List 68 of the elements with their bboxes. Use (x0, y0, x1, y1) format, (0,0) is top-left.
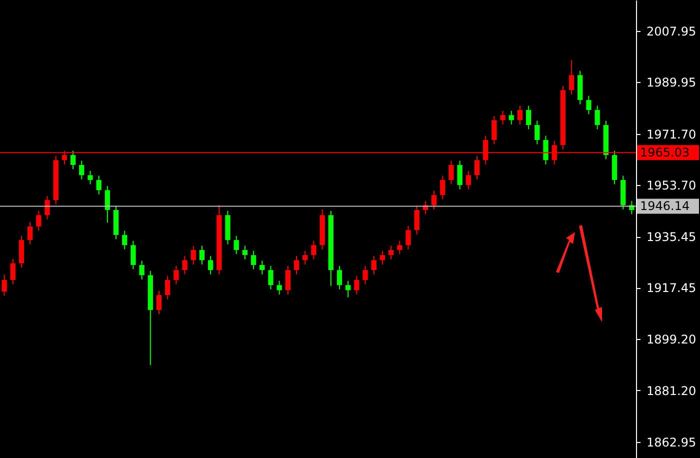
candlestick (44, 195, 50, 220)
y-tick-label: 1971.70 (646, 127, 696, 142)
ref-line-label: 1946.14 (640, 199, 690, 214)
y-tick-label: 1935.45 (646, 230, 696, 244)
candlestick (500, 110, 506, 125)
candlestick (268, 265, 274, 290)
candlestick (139, 260, 144, 280)
candlestick (190, 245, 196, 265)
candlestick (354, 275, 360, 295)
candlestick (36, 210, 42, 232)
candlestick (380, 250, 386, 265)
candlestick (448, 160, 454, 185)
candlestick (174, 265, 179, 285)
candlestick (311, 240, 316, 260)
candlestick (79, 160, 84, 180)
candlestick (336, 265, 342, 290)
candlestick (517, 105, 523, 125)
candlestick (526, 105, 532, 130)
ref-line-label: 1965.03 (640, 146, 690, 160)
candlestick (568, 60, 574, 95)
candlestick (18, 235, 24, 268)
candlestick (260, 260, 265, 275)
candlestick (250, 250, 256, 270)
candlestick (440, 175, 446, 200)
candlestick (88, 170, 93, 185)
candlestick (371, 255, 376, 275)
candlestick (302, 250, 308, 265)
candlestick (130, 240, 136, 270)
y-tick-label: 1989.95 (646, 76, 696, 90)
candlestick (156, 290, 162, 315)
y-tick-label: 1899.20 (646, 332, 696, 347)
candlestick (285, 265, 290, 295)
candlestick (594, 105, 600, 130)
candlestick (474, 155, 480, 180)
candlestick (70, 150, 76, 170)
candlestick (10, 258, 16, 285)
y-tick-label: 1881.20 (646, 384, 696, 398)
candlestick (294, 255, 300, 275)
candlestick (543, 135, 548, 165)
candlestick (165, 275, 170, 300)
candlestick (122, 230, 128, 250)
candlestick (346, 280, 351, 298)
candlestick (242, 245, 248, 260)
candlestick (457, 160, 462, 190)
candlestick (406, 225, 411, 250)
candlestick (586, 95, 592, 115)
y-tick-label: 1953.70 (646, 178, 696, 192)
candlestick (388, 245, 394, 260)
candlestick (234, 235, 239, 255)
candlestick (362, 265, 368, 285)
y-tick-label: 1917.45 (646, 281, 696, 296)
y-tick-label: 1862.95 (646, 435, 696, 450)
candlestick (466, 170, 471, 190)
candlestick (208, 255, 214, 275)
candlestick (492, 115, 497, 145)
candlestick (104, 185, 110, 224)
candlestick (28, 222, 33, 245)
y-tick-label: 2007.95 (646, 24, 696, 39)
candlestick (96, 175, 102, 195)
candlestick (508, 110, 514, 125)
candlestick (182, 255, 188, 275)
candlestick (2, 274, 7, 296)
candlestick (276, 280, 282, 295)
candlestick (431, 190, 437, 210)
candlestick (534, 120, 540, 145)
candlestick (397, 240, 402, 255)
candlestick (414, 205, 420, 235)
candlestick (199, 245, 205, 265)
